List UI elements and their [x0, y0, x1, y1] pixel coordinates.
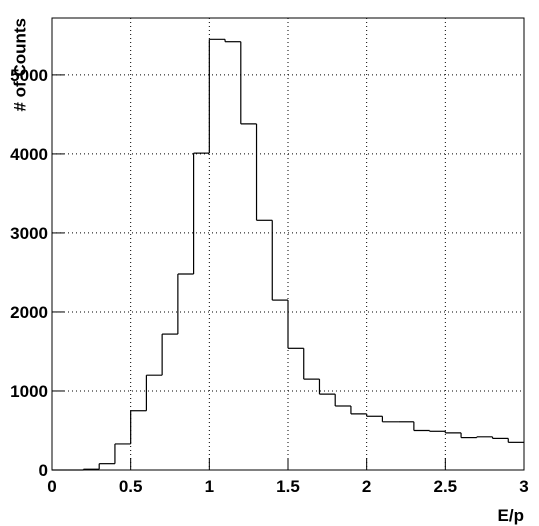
y-axis-label: # of Counts: [10, 18, 29, 112]
y-tick-label: 2000: [10, 303, 48, 322]
x-tick-label: 0.5: [119, 477, 143, 496]
x-tick-label: 0: [47, 477, 56, 496]
y-tick-label: 4000: [10, 145, 48, 164]
x-axis-label: E/p: [498, 506, 524, 525]
y-tick-label: 5000: [10, 66, 48, 85]
x-tick-label: 2: [362, 477, 371, 496]
y-tick-label: 3000: [10, 224, 48, 243]
x-tick-label: 2.5: [434, 477, 458, 496]
x-tick-label: 3: [519, 477, 528, 496]
x-tick-label: 1: [205, 477, 214, 496]
y-tick-label: 1000: [10, 382, 48, 401]
x-tick-label: 1.5: [276, 477, 300, 496]
y-tick-label: 0: [39, 461, 48, 480]
